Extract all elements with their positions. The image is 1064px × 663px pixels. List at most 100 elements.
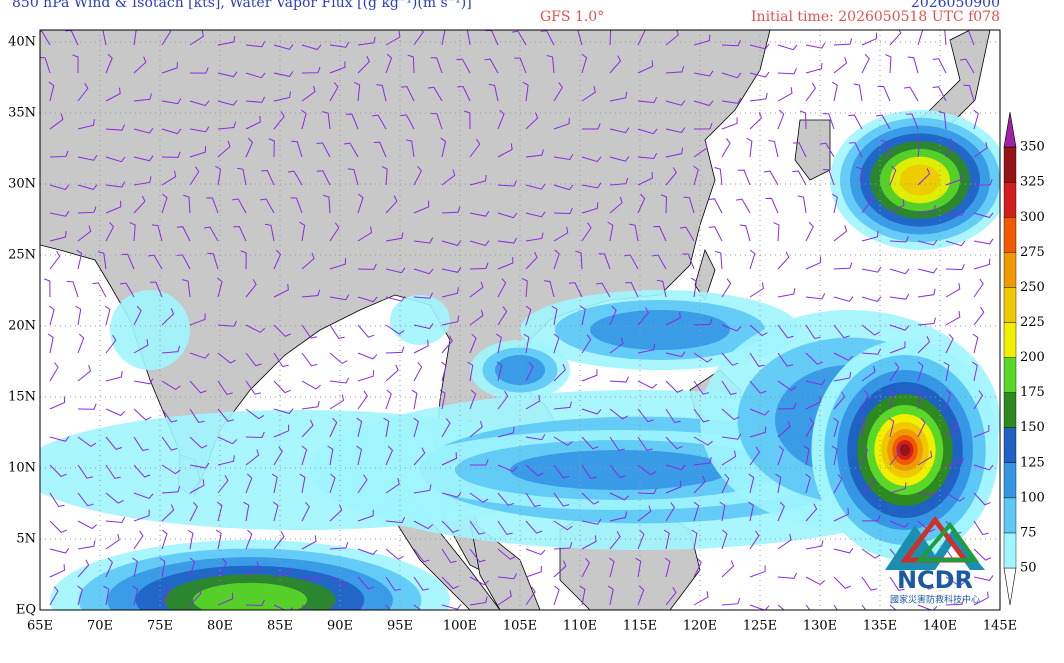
- wind-barb: [65, 30, 79, 46]
- wind-barb: [581, 53, 588, 74]
- wind-barb: [441, 315, 460, 326]
- wind-barb: [405, 139, 415, 158]
- wind-barb: [553, 401, 573, 410]
- wind-barb: [301, 252, 315, 270]
- wind-barb: [581, 492, 600, 505]
- wind-barb: [77, 464, 93, 479]
- wind-barb: [749, 426, 767, 438]
- wind-barb: [441, 491, 462, 498]
- wind-barb: [748, 501, 754, 522]
- wind-barb: [721, 352, 739, 366]
- logo-subtitle: 國家災害防救科技中心: [890, 594, 980, 606]
- wind-barb: [105, 124, 125, 131]
- wind-barb: [385, 267, 406, 274]
- wind-barb: [133, 378, 154, 385]
- lon-label: 125E: [743, 619, 777, 634]
- wind-barb: [609, 376, 629, 383]
- wind-barb: [189, 557, 196, 578]
- wind-barb: [683, 196, 695, 214]
- wind-barb: [383, 417, 390, 438]
- wind-barb: [889, 576, 905, 591]
- wind-barb: [161, 380, 181, 391]
- wind-barb: [609, 55, 622, 74]
- wind-barb: [497, 143, 513, 158]
- wind-barb: [609, 464, 626, 479]
- wind-barb: [521, 277, 528, 298]
- wind-barb: [889, 324, 910, 331]
- wind-barb: [721, 529, 728, 550]
- wind-barb: [385, 295, 406, 302]
- lon-label: 145E: [983, 619, 1017, 634]
- wind-barb: [932, 58, 947, 74]
- logo-mark: [915, 521, 979, 562]
- wind-barb: [945, 333, 954, 354]
- wind-barb: [607, 585, 614, 606]
- wind-barb: [376, 84, 387, 102]
- wind-barb: [133, 93, 152, 102]
- wind-barb: [609, 531, 621, 550]
- wind-barb: [49, 436, 70, 442]
- wind-barb: [973, 109, 979, 130]
- wind-barb: [469, 210, 490, 217]
- wind-barb: [329, 258, 347, 270]
- wind-barb: [917, 417, 926, 438]
- wind-barb: [553, 364, 566, 382]
- wind-barb: [413, 604, 422, 610]
- wind-barb: [848, 114, 863, 130]
- wind-barb: [469, 389, 477, 410]
- wind-barb: [161, 464, 181, 475]
- wind-barb: [299, 473, 306, 494]
- wind-barb: [637, 436, 653, 451]
- wind-barb: [161, 408, 178, 423]
- wind-barb: [372, 114, 387, 130]
- wind-barb: [525, 434, 546, 441]
- wind-barb: [637, 172, 653, 186]
- wind-barb: [245, 279, 257, 298]
- wind-barb: [581, 182, 602, 189]
- wind-barb: [245, 473, 253, 494]
- wind-barb: [469, 576, 489, 586]
- wind-barb: [917, 317, 937, 326]
- wind-barb: [721, 117, 738, 130]
- wind-barb: [149, 281, 163, 298]
- wind-barb: [441, 548, 457, 564]
- wind-barb: [664, 557, 671, 578]
- wind-barb: [595, 282, 611, 298]
- wind-barb: [216, 277, 223, 298]
- wind-barb: [245, 96, 266, 103]
- lat-label: 15N: [8, 390, 36, 405]
- flux-contour: [192, 582, 308, 610]
- colorbar-segment: [1003, 287, 1017, 323]
- wind-barb: [972, 333, 979, 354]
- wind-barb: [777, 420, 791, 438]
- wind-barb: [245, 449, 260, 466]
- wind-barb: [861, 576, 878, 591]
- wind-barb: [637, 152, 658, 160]
- wind-barb: [105, 221, 115, 242]
- wind-barb: [413, 548, 430, 563]
- wind-barb: [49, 396, 66, 410]
- wind-barb: [805, 62, 823, 74]
- wind-barb: [441, 266, 462, 273]
- wind-barb: [301, 419, 314, 438]
- wind-barb: [217, 320, 238, 327]
- wind-barb: [329, 504, 343, 522]
- wind-barb: [133, 56, 147, 74]
- wind-barb: [861, 194, 873, 214]
- wind-barb: [917, 288, 936, 298]
- wind-barb: [77, 154, 98, 161]
- wind-barb: [488, 83, 499, 102]
- wind-barb: [189, 166, 200, 186]
- wind-barb: [215, 165, 222, 186]
- colorbar-segment: [1003, 497, 1017, 534]
- wind-barb: [721, 380, 737, 395]
- wind-barb: [216, 501, 223, 522]
- wind-barb: [49, 520, 67, 533]
- wind-barb: [855, 166, 863, 186]
- wind-barb: [329, 394, 345, 410]
- wind-barb: [637, 60, 654, 74]
- wind-barb: [773, 222, 780, 242]
- wind-barb: [693, 557, 702, 578]
- wind-barb: [853, 83, 863, 102]
- wind-barb: [553, 542, 573, 550]
